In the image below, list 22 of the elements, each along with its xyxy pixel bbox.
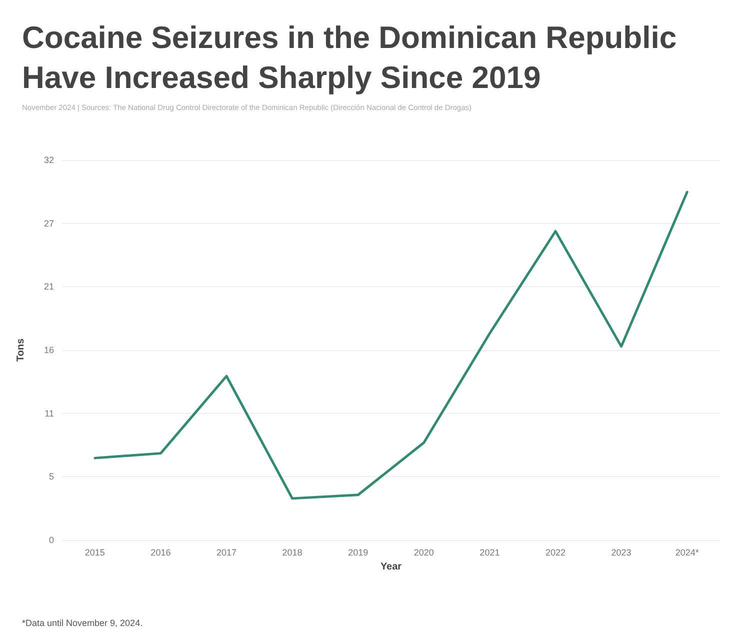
y-tick-label: 0	[48, 535, 54, 545]
line-series	[94, 190, 688, 500]
x-tick-label: 2022	[545, 548, 566, 558]
y-tick-label: 11	[44, 408, 54, 418]
x-tick-label: 2020	[414, 548, 434, 558]
x-tick-label: 2017	[216, 548, 237, 558]
y-tick-label: 32	[44, 155, 54, 165]
x-tick-label: 2018	[282, 548, 302, 558]
x-axis-title: Year	[380, 562, 402, 572]
y-tick-label: 16	[44, 345, 54, 355]
text: *Data until November 9, 2024.	[22, 618, 143, 628]
x-tick-label: 2016	[150, 548, 171, 558]
chart-title: Cocaine Seizures in the Dominican Republic Have Increased Sharply Since 2019	[22, 19, 678, 97]
x-tick-label: 2021	[480, 548, 500, 558]
x-tick-label: 2024*	[675, 548, 700, 558]
y-axis-title: Tons	[16, 338, 26, 362]
y-tick-label: 27	[44, 218, 54, 228]
x-tick-label: 2019	[348, 548, 368, 558]
x-tick-label: 2015	[84, 548, 105, 558]
y-tick-label: 5	[48, 472, 54, 482]
x-tick-label: 2023	[611, 548, 632, 558]
y-tick-label: 21	[44, 282, 54, 292]
